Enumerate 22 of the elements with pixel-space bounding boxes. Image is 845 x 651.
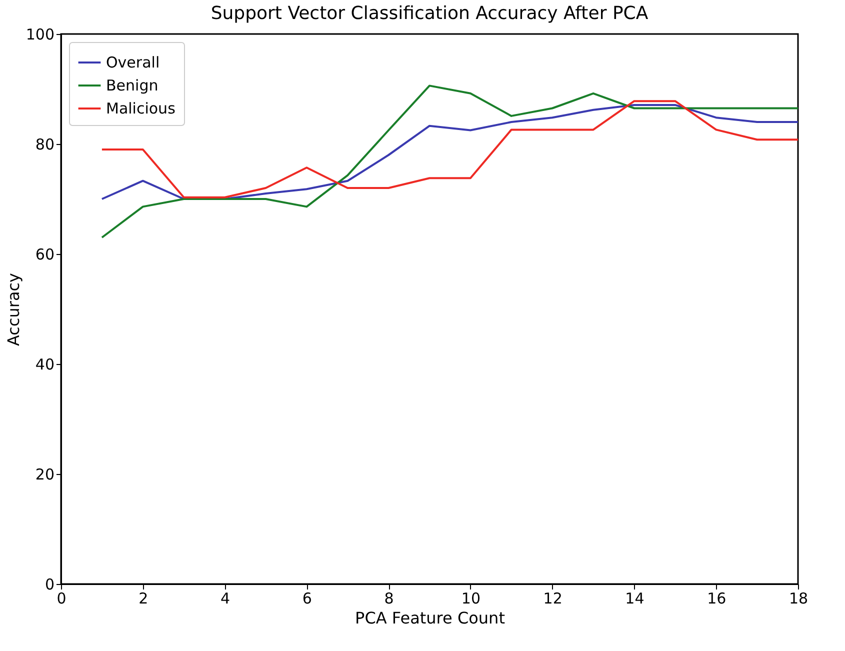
legend-label: Benign — [106, 76, 158, 94]
x-tick-label: 0 — [56, 590, 66, 608]
y-tick-label: 0 — [44, 576, 54, 594]
x-tick-label: 6 — [302, 590, 312, 608]
legend-label: Malicious — [106, 100, 176, 118]
x-tick-label: 18 — [788, 590, 808, 608]
x-tick-label: 12 — [543, 590, 562, 608]
y-tick-label: 60 — [35, 246, 54, 264]
x-axis-title: PCA Feature Count — [355, 608, 505, 628]
y-axis-title: Accuracy — [4, 272, 23, 346]
legend-label: Overall — [106, 54, 160, 72]
y-tick-label: 80 — [35, 136, 54, 154]
x-tick-label: 14 — [625, 590, 644, 608]
y-tick-label: 20 — [35, 466, 54, 484]
x-tick-label: 4 — [220, 590, 230, 608]
y-tick-label: 40 — [35, 356, 54, 374]
x-tick-label: 8 — [384, 590, 394, 608]
x-tick-label: 2 — [138, 590, 148, 608]
x-tick-label: 10 — [461, 590, 480, 608]
chart-title: Support Vector Classification Accuracy After PCA — [210, 3, 649, 24]
x-tick-label: 16 — [707, 590, 726, 608]
y-tick-label: 100 — [26, 26, 54, 44]
